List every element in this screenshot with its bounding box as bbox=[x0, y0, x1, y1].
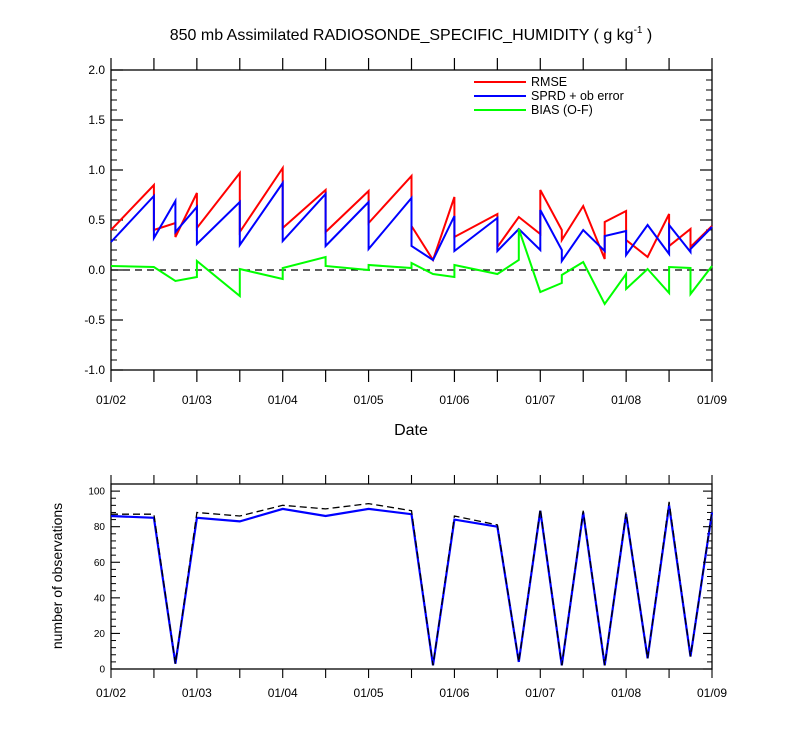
x-tick-label: 01/09 bbox=[697, 686, 727, 700]
x-tick-label: 01/05 bbox=[354, 686, 384, 700]
x-tick-label: 01/06 bbox=[439, 393, 469, 407]
y-tick-label: 60 bbox=[94, 558, 106, 569]
x-tick-label: 01/07 bbox=[525, 393, 555, 407]
y-tick-label: -0.5 bbox=[84, 313, 105, 327]
top-x-tick-labels: 01/02 01/03 01/04 01/05 01/06 01/07 01/08 01/09 bbox=[96, 393, 727, 407]
legend-label: RMSE bbox=[531, 75, 567, 89]
x-tick-label: 01/02 bbox=[96, 686, 126, 700]
top-series-group bbox=[110, 164, 713, 306]
series-line-observations-used bbox=[110, 505, 714, 666]
x-tick-label: 01/07 bbox=[525, 686, 555, 700]
y-tick-label: 80 bbox=[94, 522, 106, 533]
bottom-x-tick-labels: 01/02 01/03 01/04 01/05 01/06 01/07 01/08 01/09 bbox=[96, 686, 727, 700]
bottom-tick-marks bbox=[110, 475, 713, 678]
series-line-observations-possible bbox=[111, 501, 713, 666]
x-tick-label: 01/04 bbox=[268, 393, 298, 407]
y-tick-label: 40 bbox=[94, 593, 106, 604]
bottom-y-tick-labels: 0 20 40 60 80 100 bbox=[88, 487, 105, 676]
series-line-bias-o-f bbox=[110, 228, 713, 306]
x-tick-label: 01/09 bbox=[697, 393, 727, 407]
top-plot: -1.0-0.50.00.51.01.52.0 01/02 01/03 01/04 0… bbox=[84, 58, 727, 439]
x-tick-label: 01/08 bbox=[611, 686, 641, 700]
bottom-series-group bbox=[110, 501, 714, 666]
chart-title: 850 mb Assimilated RADIOSONDE_SPECIFIC_H… bbox=[170, 25, 653, 44]
x-tick-label: 01/03 bbox=[182, 686, 212, 700]
top-y-tick-labels: -1.0 -0.5 0.0 0.5 1.0 1.5 2.0 bbox=[84, 63, 105, 377]
y-axis-label-observations: number of observations bbox=[49, 503, 65, 649]
y-tick-label: 0.0 bbox=[88, 263, 105, 277]
x-tick-label: 01/08 bbox=[611, 393, 641, 407]
y-tick-label: 0.5 bbox=[88, 213, 105, 227]
x-tick-label: 01/03 bbox=[182, 393, 212, 407]
y-tick-label: 20 bbox=[94, 629, 106, 640]
x-tick-label: 01/05 bbox=[354, 393, 384, 407]
y-tick-label: -1.0 bbox=[84, 363, 105, 377]
y-tick-label: 0 bbox=[99, 665, 105, 676]
y-tick-label: 1.5 bbox=[88, 113, 105, 127]
series-line-sprd-ob-error bbox=[110, 179, 713, 265]
x-tick-label: 01/04 bbox=[268, 686, 298, 700]
x-tick-label: 01/06 bbox=[439, 686, 469, 700]
y-tick-label: 2.0 bbox=[88, 63, 105, 77]
y-tick-label: 1.0 bbox=[88, 163, 105, 177]
x-axis-label: Date bbox=[394, 422, 428, 439]
x-tick-label: 01/02 bbox=[96, 393, 126, 407]
legend-label: BIAS (O-F) bbox=[531, 103, 593, 117]
y-tick-label: 100 bbox=[88, 487, 105, 498]
legend-label: SPRD + ob error bbox=[531, 89, 624, 103]
